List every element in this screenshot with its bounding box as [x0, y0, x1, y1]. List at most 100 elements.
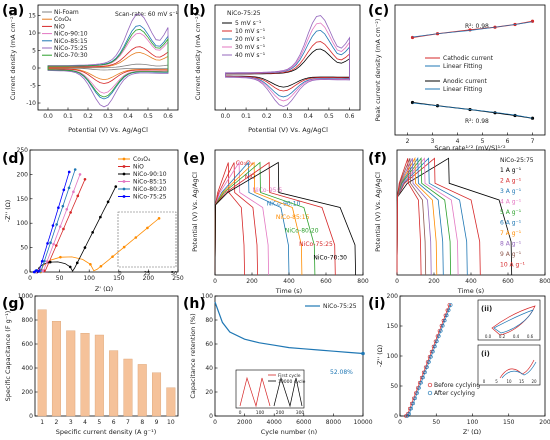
- y-axis-label-c: Peak current density (mA cm⁻²): [374, 19, 382, 122]
- gcd-label-f-1: 2 A g⁻¹: [500, 178, 522, 185]
- e-xtick-label-1: 200: [246, 278, 258, 285]
- a-xtick-label-1: 0.1: [63, 113, 73, 120]
- inset-ii-cv-before: [491, 305, 536, 336]
- h-ytick-label-2: 40: [205, 365, 213, 372]
- point-d-3-24: [78, 173, 82, 176]
- gcd-label-f-5: 6 A g⁻¹: [500, 220, 522, 227]
- xtick-label-g-3: 4: [83, 419, 87, 426]
- point-d-0-18: [134, 236, 138, 239]
- gcd-label-f-7: 8 A g⁻¹: [500, 241, 522, 248]
- e-xtick-label-3: 600: [320, 278, 332, 285]
- b-xtick-label-2: 0.2: [262, 113, 272, 120]
- inset-ii-xtick-label-1: 0.2: [499, 334, 506, 339]
- gcd-label-e-1: NiO: [245, 174, 256, 181]
- inset-i-after: [501, 361, 537, 379]
- inset-i-frame: [477, 344, 541, 386]
- gcd-curve-f-0: [396, 157, 513, 276]
- point-d-5-18: [57, 206, 60, 209]
- inset-xtick-label-h-3: 300: [296, 410, 305, 416]
- point-i-1-13: [431, 349, 435, 354]
- g-ytick-label-1: 200: [22, 389, 34, 396]
- point-d-2-3: [48, 260, 52, 264]
- legend-label-a-3: NiCo-90:10: [54, 31, 88, 38]
- bar-g-2: [66, 330, 76, 417]
- b-xtick-label-4: 0.4: [303, 113, 313, 120]
- h-xtick-label-5: 10000: [353, 419, 372, 426]
- point-d-0-12: [111, 255, 114, 258]
- point-i-1-3: [411, 401, 415, 406]
- d-xtick-label-0: 0: [28, 275, 32, 282]
- point-d-0-21: [146, 226, 149, 230]
- legend-label-fit2: Linear Fitting: [443, 86, 482, 93]
- legend-label-b-3: 30 mV s⁻¹: [235, 44, 266, 51]
- legend-label-after: After cyclying: [434, 390, 475, 397]
- a-ytick-label-0: -10: [26, 100, 36, 107]
- e-xtick-label-4: 800: [357, 278, 369, 285]
- plot-frame-h: [214, 295, 364, 417]
- xtick-label-g-6: 7: [126, 419, 130, 426]
- h-xtick-label-4: 8000: [326, 419, 341, 426]
- inset-x-ticks-h: 0 100 200 300: [239, 410, 305, 416]
- point-i-1-8: [421, 375, 425, 380]
- gcd-label-f-0: 1 A g⁻¹: [500, 167, 522, 174]
- point-c-0-2: [468, 28, 472, 32]
- inset-curves-h: [239, 376, 303, 408]
- h-xtick-label-0: 0: [213, 419, 217, 426]
- point-i-1-21: [447, 308, 451, 312]
- g-ytick-label-0: 0: [29, 413, 33, 420]
- b-xtick-label-6: 0.6: [345, 113, 355, 120]
- h-ytick-label-3: 60: [205, 341, 213, 348]
- h-xtick-label-2: 4000: [267, 419, 282, 426]
- cv-curve-5: [47, 13, 169, 108]
- x-axis-label-g: Specific current density (A g⁻¹): [56, 428, 157, 436]
- inset-i-xtick-label-4: 20: [531, 379, 537, 384]
- g-ytick-label-4: 800: [22, 317, 34, 324]
- x-ticks-i: 0 50 100 150 200: [398, 413, 550, 426]
- x-axis-label-f: Time (s): [457, 287, 484, 295]
- point-d-3-6: [41, 269, 44, 273]
- nyquist-line-d-0: [40, 217, 160, 273]
- bar-g-7: [137, 364, 147, 417]
- a-ytick-label-3: 5: [32, 48, 36, 55]
- point-d-0-15: [122, 245, 126, 249]
- inset-ii-label: (ii): [481, 305, 492, 313]
- gcd-curves-f: 1 A g⁻¹ 2 A g⁻¹ 3 A g⁻¹ 4 A g⁻¹ 5 A g⁻¹ 6 A g…: [396, 156, 526, 276]
- legend-label-a-0: Ni-Foam: [54, 9, 79, 16]
- h-xtick-label-3: 6000: [296, 419, 311, 426]
- gcd-label-f-6: 7 A g⁻¹: [500, 230, 522, 237]
- bar-g-3: [80, 333, 90, 417]
- g-ytick-label-5: 1000: [18, 293, 33, 300]
- legend-label-before: Before cyclying: [434, 382, 480, 389]
- point-d-4-24: [73, 168, 77, 171]
- y-axis-label-b: Current density (mA cm⁻²): [194, 14, 202, 100]
- plot-frame-c: [394, 4, 546, 136]
- r2-lower-c: R²: 0.98: [465, 118, 489, 125]
- y-axis-label-e: Potential (V) Vs. Ag/AgCl: [191, 172, 199, 252]
- point-i-1-18: [441, 324, 445, 328]
- a-xtick-label-0: 0.0: [43, 113, 53, 120]
- panel-a: (a) Scan-rate: 60 mV s⁻¹ Ni-FoamCo₃O₄NiO…: [2, 3, 179, 134]
- y-axis-label-g: Specific Capacitance (F g⁻¹): [4, 311, 12, 402]
- point-d-5-24: [67, 170, 71, 174]
- inset-x-ticks-d: 0 25 50: [118, 271, 177, 277]
- panel-h: (h) NiCo-75:25 52.08% First cycle 10000 …: [183, 293, 373, 436]
- panel-label-h: (h): [183, 296, 206, 312]
- point-i-1-1: [407, 412, 411, 416]
- point-i-1-20: [445, 313, 449, 318]
- point-i-1-9: [423, 370, 427, 375]
- panel-i: (i) Before cyclying After cyclying (ii) …: [368, 293, 550, 436]
- inset-i: (i) 0 5 10 15 20: [477, 344, 541, 386]
- panel-e: (e) Co₃O₄NiONiCo-95:5NiCo-90:10NiCo-85:1…: [183, 149, 369, 295]
- inset-i-x-ticks: 0 5 10 15 20: [483, 379, 537, 384]
- c-xtick-label-1: 3: [431, 138, 435, 145]
- x-ticks-c: 2 3 4 5 6 7: [406, 132, 535, 145]
- a-ytick-label-1: -5: [30, 83, 36, 90]
- plot-frame-d: [29, 149, 179, 273]
- inset-xtick-label-h-1: 100: [256, 410, 265, 416]
- cv-curve-6: [47, 28, 169, 98]
- d-ytick-label-2: 100: [17, 220, 29, 227]
- inset-ii-x-ticks: 0.0 0.2 0.4 0.6: [485, 334, 534, 339]
- point-i-1-5: [415, 391, 419, 395]
- legend-label-d-1: NiO: [133, 164, 144, 171]
- x-ticks-h: 0 2000 4000 6000 8000 10000: [213, 413, 373, 426]
